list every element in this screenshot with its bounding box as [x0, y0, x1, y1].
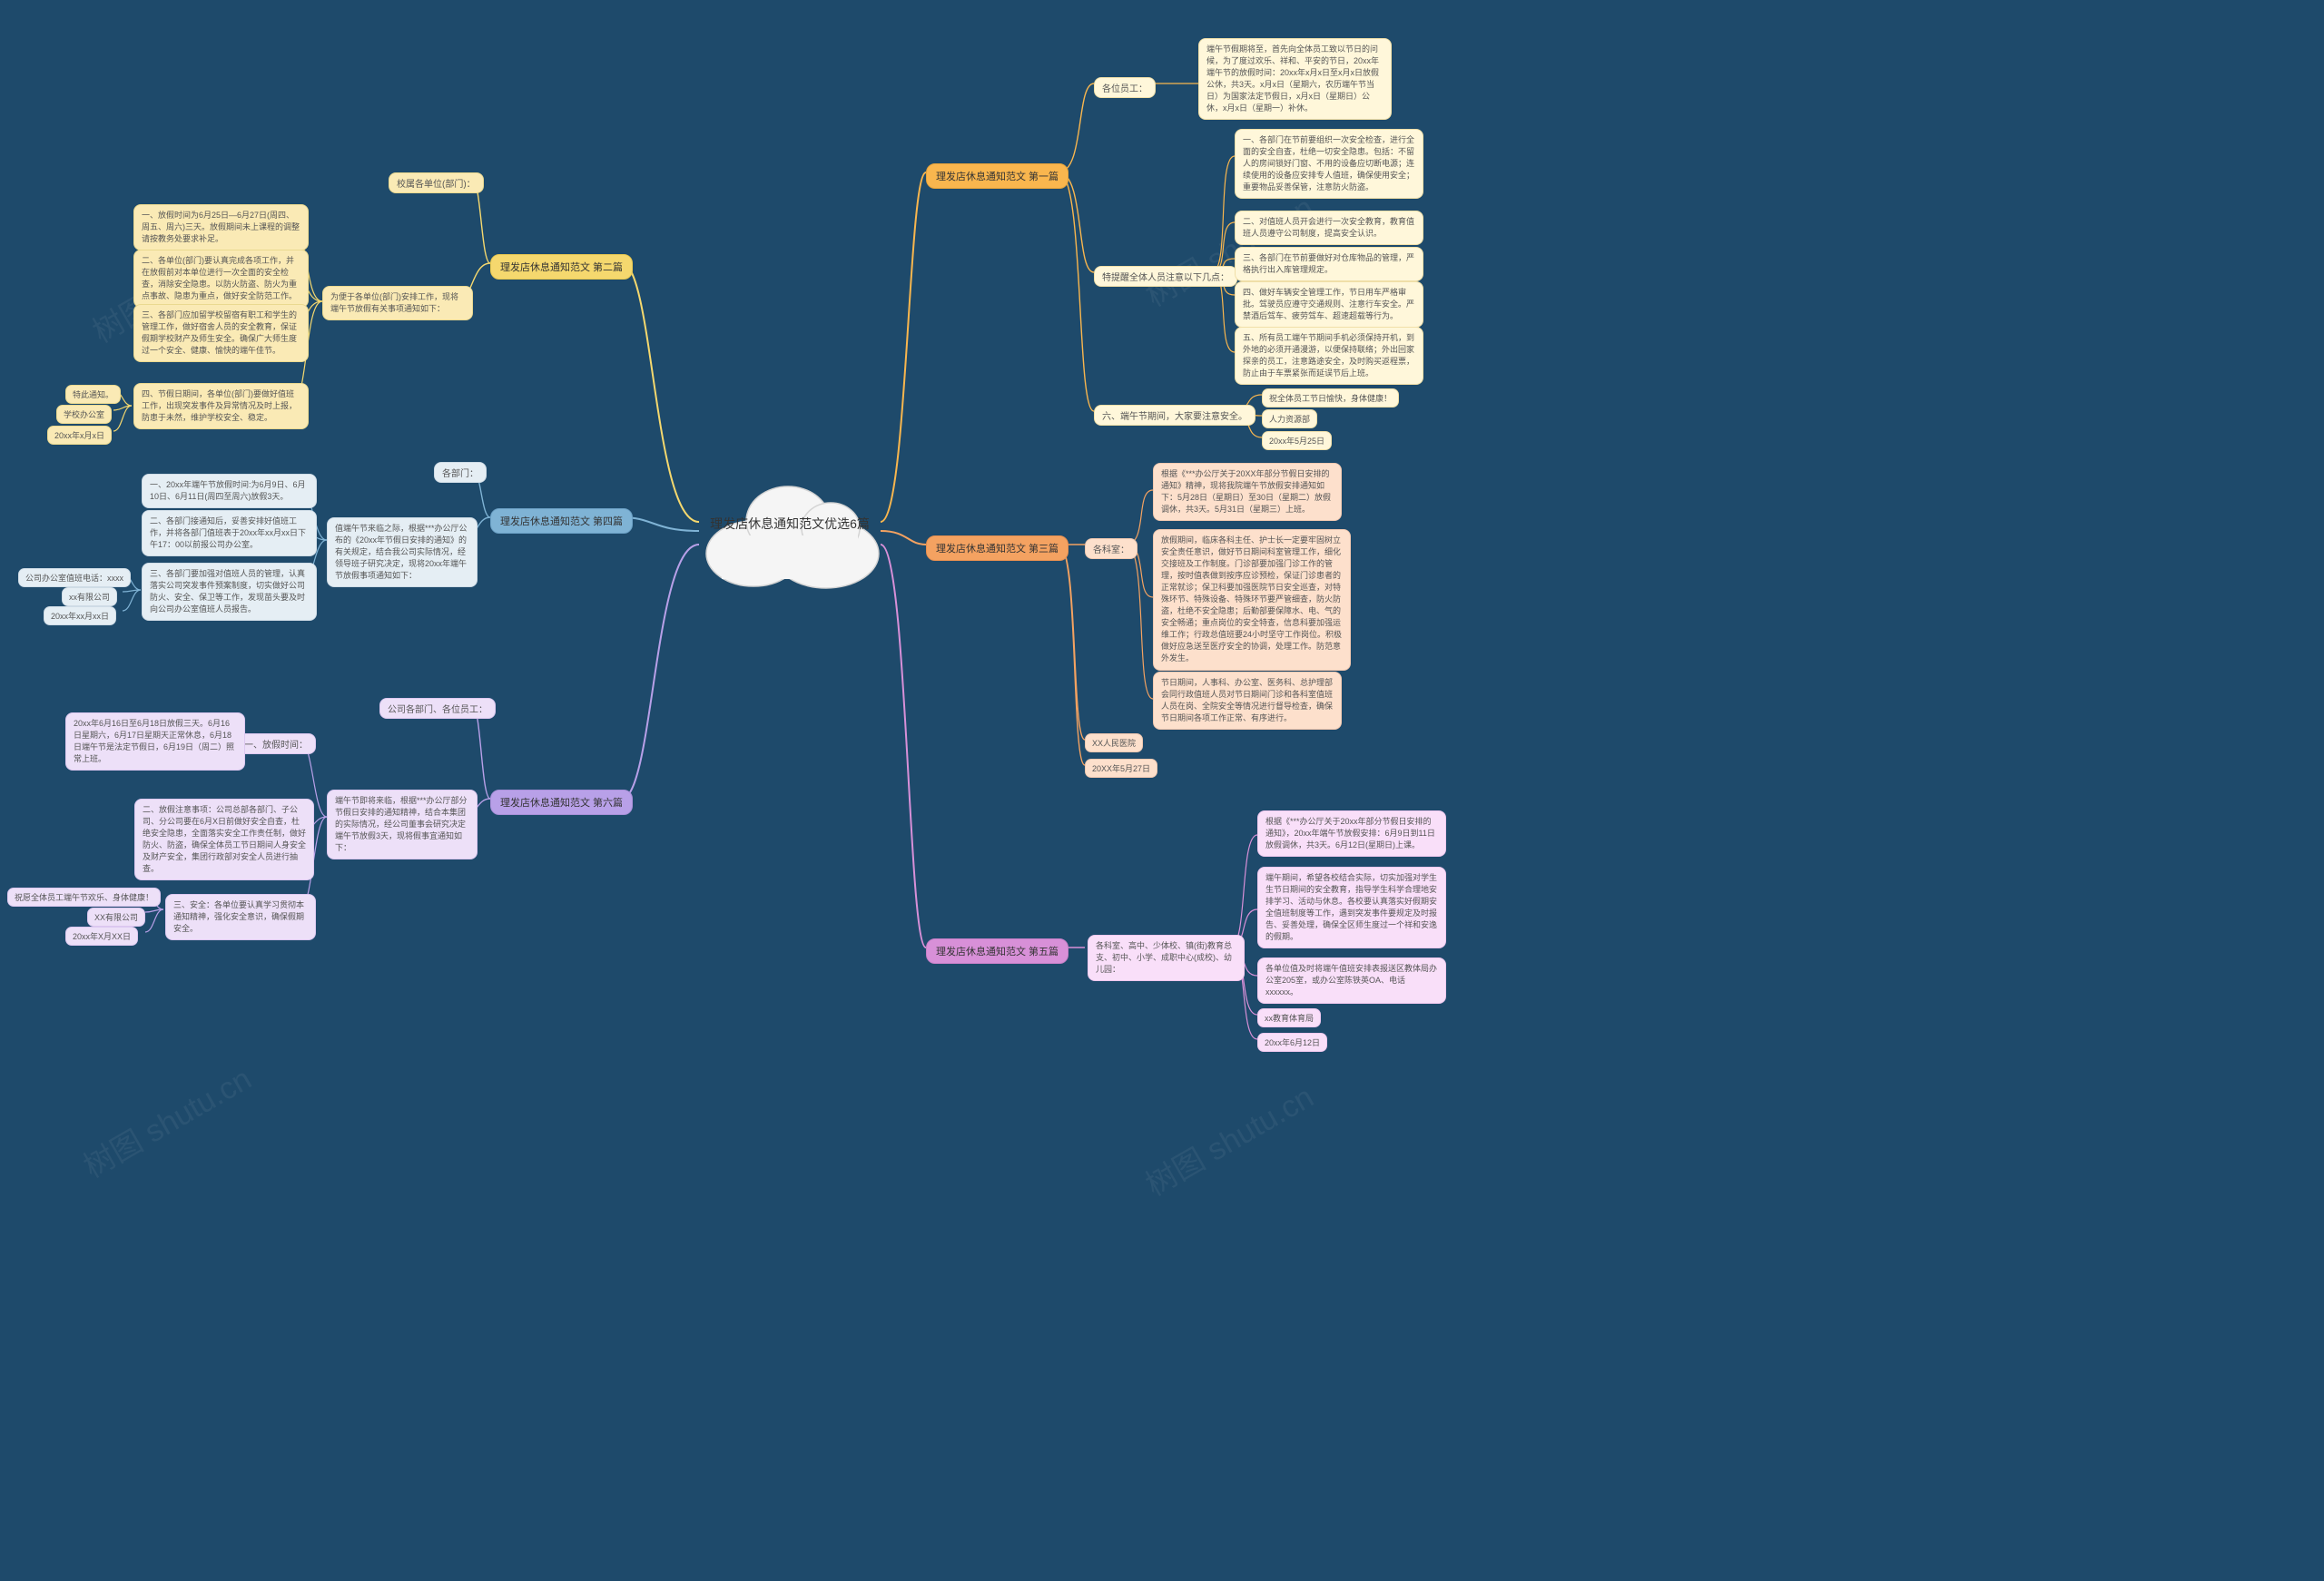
b2-leaf-2a: 一、放假时间为6月25日—6月27日(周四、周五、周六)三天。放假期间未上课程的… [133, 204, 309, 250]
b6-leaf-company: XX有限公司 [87, 908, 145, 927]
b3-leaf-date: 20XX年5月27日 [1085, 759, 1157, 778]
b6-leaf-3: 20xx年6月16日至6月18日放假三天。6月16日星期六，6月17日星期天正常… [65, 712, 245, 771]
branch-6[interactable]: 理发店休息通知范文 第六篇 [490, 790, 633, 815]
b6-leaf-4: 二、放假注意事项：公司总部各部门、子公司、分公司要在6月X日前做好安全自查，杜绝… [134, 799, 314, 880]
b1-sub-attention: 特提醒全体人员注意以下几点： [1094, 266, 1237, 287]
watermark: 树图 shutu.cn [1137, 1073, 1321, 1204]
b2-leaf-2c: 三、各部门应加留学校留宿有职工和学生的管理工作，做好宿舍人员的安全教育，保证假期… [133, 304, 309, 362]
b6-sub-arrange: 端午节即将来临，根据***办公厅部分节假日安排的通知精神，结合本集团的实际情况，… [327, 790, 478, 859]
b5-sub-schools: 各科室、高中、少体校、镇(街)教育总支、初中、小学、成职中心(成校)、幼儿园： [1088, 935, 1245, 981]
b4-leaf-2a: 一、20xx年端午节放假时间:为6月9日、6月10日、6月11日(周四至周六)放… [142, 474, 317, 508]
b2-leaf-2b: 二、各单位(部门)要认真完成各项工作，并在放假前对本单位进行一次全面的安全检查，… [133, 250, 309, 308]
branch-1[interactable]: 理发店休息通知范文 第一篇 [926, 163, 1068, 189]
b6-sub-safety: 三、安全：各单位要认真学习贯彻本通知精神，强化安全意识，确保假期安全。 [165, 894, 316, 940]
b5-leaf-3: 各单位值及时将端午值班安排表报送区教体局办公室205室，或办公室陈铁英OA、电话… [1257, 957, 1446, 1004]
b3-leaf-2: 放假期间，临床各科主任、护士长一定要牢固树立安全责任意识，做好节日期间科室管理工… [1153, 529, 1351, 671]
b6-leaf-date: 20xx年X月XX日 [65, 927, 138, 946]
b3-leaf-1: 根据《***办公厅关于20XX年部分节假日安排的通知》精神，现将我院端午节放假安… [1153, 463, 1342, 521]
b4-sub-dept: 各部门： [434, 462, 487, 483]
b6-leaf-wish: 祝愿全体员工端午节欢乐、身体健康！ [7, 888, 161, 907]
b5-leaf-2: 端午期间，希望各校结合实际，切实加强对学生生节日期间的安全教育，指导学生科学合理… [1257, 867, 1446, 948]
b1-sub-staff: 各位员工： [1094, 77, 1156, 98]
b1-leaf-2e: 五、所有员工端午节期间手机必须保持开机，到外地的必须开通漫游，以便保持联络；外出… [1235, 327, 1423, 385]
b1-leaf-hr: 人力资源部 [1262, 409, 1317, 428]
b1-leaf-date: 20xx年5月25日 [1262, 431, 1332, 450]
b4-leaf-date: 20xx年xx月xx日 [44, 606, 116, 625]
b6-sub-time: 一、放假时间： [236, 733, 316, 754]
b3-leaf-3: 节日期间，人事科、办公室、医务科、总护理部会同行政值班人员对节日期间门诊和各科室… [1153, 672, 1342, 730]
b4-leaf-2c: 三、各部门要加强对值班人员的管理，认真落实公司突发事件预案制度，切实做好公司防火… [142, 563, 317, 621]
b1-leaf-2a: 一、各部门在节前要组织一次安全检查，进行全面的安全自查，杜绝一切安全隐患。包括：… [1235, 129, 1423, 199]
b1-leaf-wish: 祝全体员工节日愉快，身体健康！ [1262, 388, 1399, 408]
b4-leaf-phone: 公司办公室值班电话：xxxx [18, 568, 131, 587]
center-title: 理发店休息通知范文优选6篇 [690, 516, 890, 534]
b2-leaf-2d: 四、节假日期间，各单位(部门)要做好值班工作，出现突发事件及异常情况及时上报，防… [133, 383, 309, 429]
b2-leaf-notice: 特此通知。 [65, 385, 121, 404]
b6-sub-dept: 公司各部门、各位员工： [379, 698, 496, 719]
b1-leaf-2d: 四、做好车辆安全管理工作，节日用车严格审批。驾驶员应遵守交通规则、注意行车安全。… [1235, 281, 1423, 328]
b2-sub-arrange: 为便于各单位(部门)安排工作，现将端午节放假有关事项通知如下： [322, 286, 473, 320]
b5-leaf-1: 根据《***办公厅关于20xx年部分节假日安排的通知》，20xx年端午节放假安排… [1257, 810, 1446, 857]
branch-5[interactable]: 理发店休息通知范文 第五篇 [926, 938, 1068, 964]
b1-leaf-intro: 端午节假期将至，首先向全体员工致以节日的问候，为了度过欢乐、祥和、平安的节日，2… [1198, 38, 1392, 120]
b1-leaf-2c: 三、各部门在节前要做好对仓库物品的管理，严格执行出入库管理规定。 [1235, 247, 1423, 281]
b5-leaf-date: 20xx年6月12日 [1257, 1033, 1327, 1052]
branch-4[interactable]: 理发店休息通知范文 第四篇 [490, 508, 633, 534]
b4-leaf-company: xx有限公司 [62, 587, 117, 606]
b4-sub-arrange: 值端午节来临之际，根据***办公厅公布的《20xx年节假日安排的通知》的有关规定… [327, 517, 478, 587]
b3-leaf-hospital: XX人民医院 [1085, 733, 1143, 752]
b2-leaf-office: 学校办公室 [56, 405, 112, 424]
b4-leaf-2b: 二、各部门接通知后，妥善安排好值班工作，并将各部门值班表于20xx年xx月xx日… [142, 510, 317, 556]
b2-leaf-date: 20xx年x月x日 [47, 426, 112, 445]
b1-sub-safety: 六、端午节期间，大家要注意安全。 [1094, 405, 1256, 426]
branch-3[interactable]: 理发店休息通知范文 第三篇 [926, 535, 1068, 561]
watermark: 树图 shutu.cn [74, 1055, 259, 1186]
b1-leaf-2b: 二、对值班人员开会进行一次安全教育，教育值班人员遵守公司制度，提高安全认识。 [1235, 211, 1423, 245]
b5-leaf-bureau: xx教育体育局 [1257, 1008, 1321, 1027]
b2-sub-units: 校属各单位(部门)： [389, 172, 484, 193]
branch-2[interactable]: 理发店休息通知范文 第二篇 [490, 254, 633, 280]
b3-sub-dept: 各科室： [1085, 538, 1137, 559]
